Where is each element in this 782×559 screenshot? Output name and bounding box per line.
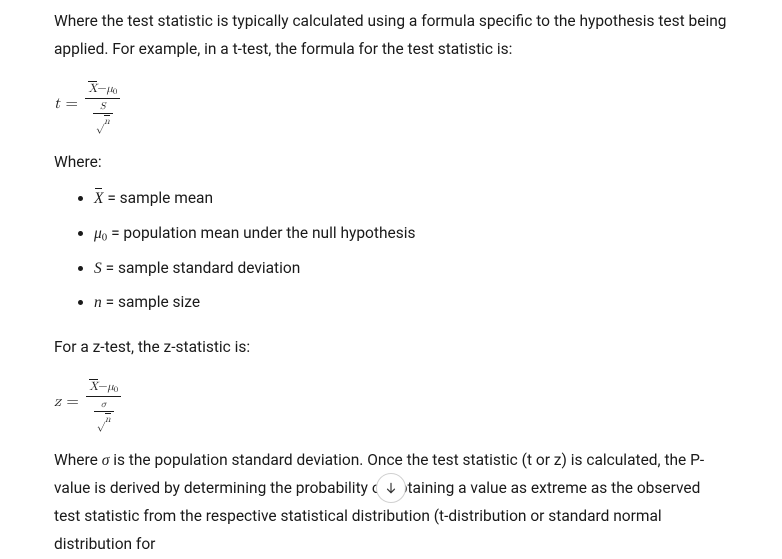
xbar-definition: = sample mean: [107, 189, 213, 207]
mu0-definition: = population mean under the null hypothe…: [111, 224, 415, 242]
where-label: Where:: [54, 149, 728, 177]
ztest-intro: For a z-test, the z-statistic is:: [54, 334, 728, 362]
n-symbol: n: [94, 294, 102, 311]
s-symbol: S: [94, 260, 102, 277]
t-statistic-formula: t = X−μ0 S √n: [54, 82, 728, 127]
list-item: n = sample size: [94, 290, 728, 316]
list-item: S = sample standard deviation: [94, 256, 728, 282]
outro-paragraph: Where σ is the population standard devia…: [54, 447, 728, 559]
scroll-down-button[interactable]: [376, 473, 406, 503]
mu0-symbol: μ0: [94, 225, 107, 242]
s-definition: = sample standard deviation: [106, 259, 301, 277]
n-definition: = sample size: [106, 293, 200, 311]
list-item: X = sample mean: [94, 186, 728, 212]
xbar-symbol: X: [94, 187, 103, 212]
intro-paragraph: Where the test statistic is typically ca…: [54, 8, 728, 64]
variable-definitions-list: X = sample mean μ0 = population mean und…: [54, 186, 728, 316]
z-statistic-formula: z = X−μ0 σ √n: [54, 380, 728, 425]
arrow-down-icon: [384, 481, 398, 495]
list-item: μ0 = population mean under the null hypo…: [94, 221, 728, 247]
